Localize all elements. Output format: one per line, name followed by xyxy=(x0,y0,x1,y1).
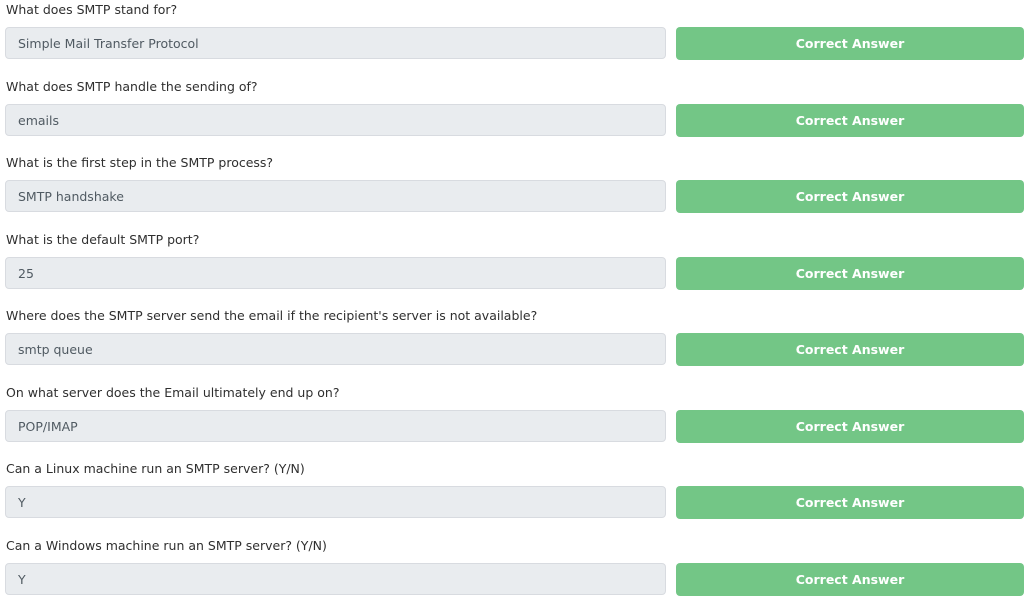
question-text: Can a Linux machine run an SMTP server? … xyxy=(6,461,305,476)
question-text: Can a Windows machine run an SMTP server… xyxy=(6,538,327,553)
question-text: What does SMTP stand for? xyxy=(6,2,178,17)
answer-field[interactable] xyxy=(5,180,666,212)
correct-answer-button[interactable]: Correct Answer xyxy=(676,486,1024,519)
correct-answer-button[interactable]: Correct Answer xyxy=(676,257,1024,290)
question-block: What is the default SMTP port? Correct A… xyxy=(0,230,1024,306)
question-text: What does SMTP handle the sending of? xyxy=(6,79,258,94)
question-block: On what server does the Email ultimately… xyxy=(0,383,1024,459)
question-block: Can a Windows machine run an SMTP server… xyxy=(0,536,1024,605)
question-block: Can a Linux machine run an SMTP server? … xyxy=(0,459,1024,535)
correct-answer-button[interactable]: Correct Answer xyxy=(676,410,1024,443)
question-text: Where does the SMTP server send the emai… xyxy=(6,308,538,323)
question-block: What does SMTP handle the sending of? Co… xyxy=(0,77,1024,153)
answer-field[interactable] xyxy=(5,104,666,136)
answer-field[interactable] xyxy=(5,486,666,518)
correct-answer-button[interactable]: Correct Answer xyxy=(676,27,1024,60)
answer-field[interactable] xyxy=(5,333,666,365)
question-block: What is the first step in the SMTP proce… xyxy=(0,153,1024,229)
answer-field[interactable] xyxy=(5,27,666,59)
question-block: Where does the SMTP server send the emai… xyxy=(0,306,1024,382)
question-text: On what server does the Email ultimately… xyxy=(6,385,340,400)
question-text: What is the default SMTP port? xyxy=(6,232,200,247)
correct-answer-button[interactable]: Correct Answer xyxy=(676,180,1024,213)
answer-field[interactable] xyxy=(5,563,666,595)
answer-field[interactable] xyxy=(5,257,666,289)
correct-answer-button[interactable]: Correct Answer xyxy=(676,563,1024,596)
question-text: What is the first step in the SMTP proce… xyxy=(6,155,274,170)
correct-answer-button[interactable]: Correct Answer xyxy=(676,333,1024,366)
correct-answer-button[interactable]: Correct Answer xyxy=(676,104,1024,137)
answer-field[interactable] xyxy=(5,410,666,442)
question-block: What does SMTP stand for? Correct Answer xyxy=(0,0,1024,76)
